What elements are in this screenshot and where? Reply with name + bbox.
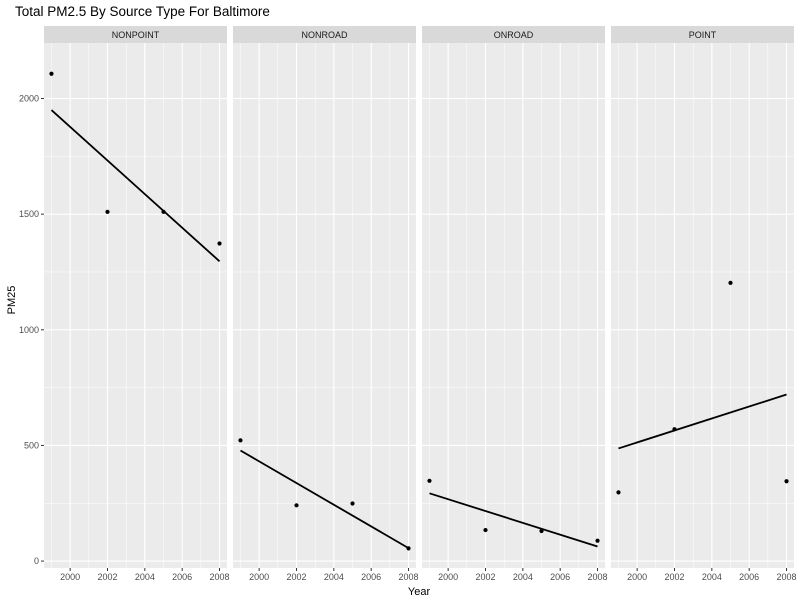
y-axis-title: PM25 [6, 286, 18, 315]
panels-layer: NONPOINT 2000 2002 2004 2006 2008 NONROAD 2000 2… [44, 26, 797, 582]
data-point [616, 490, 621, 495]
data-point [294, 503, 299, 508]
x-tick-label: 2002 [475, 572, 495, 582]
facet-label: POINT [689, 30, 717, 40]
data-point [238, 438, 243, 443]
data-point [49, 71, 54, 76]
data-point [539, 528, 544, 534]
x-tick-label: 2004 [135, 572, 155, 582]
data-point [406, 546, 411, 551]
y-tick-label: 1000 [19, 325, 39, 335]
x-tick-label: 2006 [172, 572, 192, 582]
x-tick-label: 2006 [739, 572, 759, 582]
x-tick-label: 2006 [550, 572, 570, 582]
trend-line [240, 449, 409, 549]
facet-label: ONROAD [494, 30, 534, 40]
x-tick-label: 2000 [249, 572, 269, 582]
data-point [350, 501, 355, 506]
facet-label: NONROAD [301, 30, 348, 40]
panel-nonpoint: NONPOINT 2000 2002 2004 2006 2008 [44, 26, 230, 582]
x-tick-label: 2000 [60, 572, 80, 582]
x-tick-label: 2008 [588, 572, 608, 582]
panel-background [611, 43, 794, 568]
data-point [672, 427, 677, 432]
x-tick-label: 2004 [702, 572, 722, 582]
x-axis-title: Year [408, 586, 431, 598]
x-tick-label: 2004 [513, 572, 533, 582]
panel-background [422, 43, 605, 568]
data-point [595, 538, 600, 543]
x-tick-label: 2000 [627, 572, 647, 582]
x-tick-label: 2002 [664, 572, 684, 582]
data-point [105, 209, 110, 214]
trend-line [50, 109, 221, 262]
x-tick-label: 2008 [210, 572, 230, 582]
x-tick-label: 2004 [324, 572, 344, 582]
panel-point: POINT 2000 2002 2004 2006 2008 [611, 26, 797, 582]
data-point [483, 527, 488, 533]
facet-strip [422, 26, 605, 43]
trend-line [618, 393, 787, 450]
chart-title: Total PM2.5 By Source Type For Baltimore [15, 4, 270, 19]
data-point [784, 479, 789, 484]
data-point [427, 478, 432, 483]
x-tick-label: 2002 [286, 572, 306, 582]
trend-line [429, 492, 598, 548]
facet-label: NONPOINT [112, 30, 160, 40]
panel-background [233, 43, 416, 568]
x-tick-label: 2006 [361, 572, 381, 582]
y-axis: 0 500 1000 1500 2000 [19, 94, 44, 566]
data-point [217, 241, 222, 246]
y-tick-label: 1500 [19, 209, 39, 219]
data-point [728, 280, 733, 285]
panel-nonroad: NONROAD 2000 2002 2004 2006 2008 [233, 26, 419, 582]
x-tick-label: 2002 [97, 572, 117, 582]
panel-background [44, 43, 227, 568]
y-tick-label: 0 [34, 556, 39, 566]
facet-strip [611, 26, 794, 43]
panel-onroad: ONROAD 2000 2002 2004 2006 2008 [422, 26, 608, 582]
x-tick-label: 2000 [438, 572, 458, 582]
y-tick-label: 2000 [19, 94, 39, 104]
facet-strip [44, 26, 227, 43]
y-tick-label: 500 [24, 440, 39, 450]
data-point [161, 209, 166, 214]
facet-strip [233, 26, 416, 43]
x-tick-label: 2008 [777, 572, 797, 582]
x-tick-label: 2008 [399, 572, 419, 582]
